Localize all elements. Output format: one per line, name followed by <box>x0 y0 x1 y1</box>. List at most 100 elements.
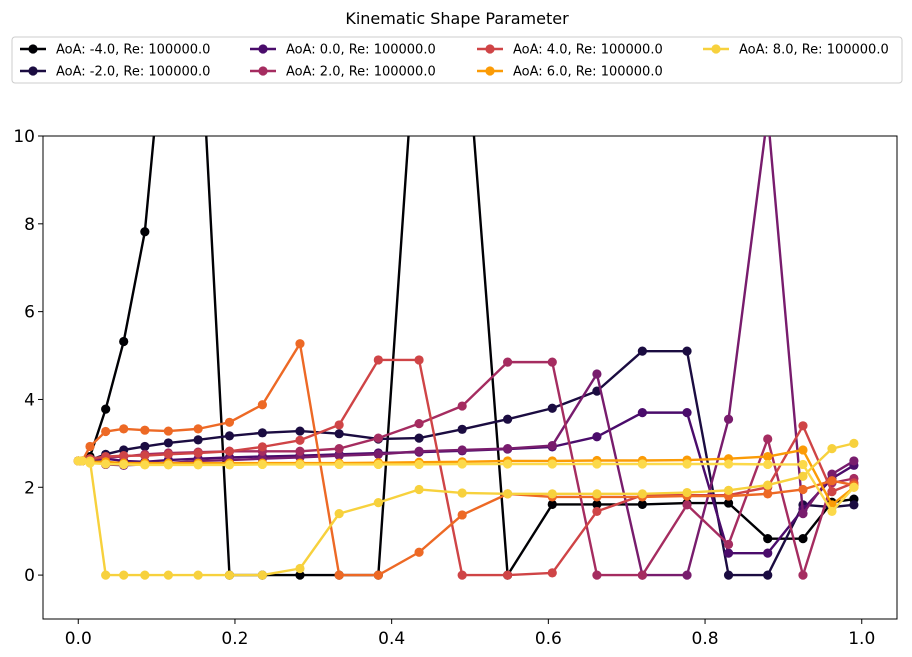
data-point <box>295 426 305 436</box>
data-point <box>140 460 150 470</box>
data-point <box>193 460 203 470</box>
x-tick-label: 0.6 <box>535 629 562 649</box>
data-point <box>101 570 111 580</box>
series-7 <box>73 445 859 510</box>
data-point <box>763 570 773 580</box>
data-point <box>373 433 383 443</box>
data-point <box>723 485 734 495</box>
data-point <box>547 489 557 499</box>
data-point <box>592 369 602 379</box>
data-point <box>723 414 734 424</box>
data-point <box>592 432 602 442</box>
data-point <box>798 484 808 495</box>
series-line <box>78 360 855 577</box>
data-point <box>637 459 647 469</box>
data-point <box>682 500 692 510</box>
x-tick-label: 0.4 <box>378 629 405 649</box>
legend-swatch-marker <box>485 66 495 76</box>
y-tick-label: 0 <box>24 566 35 586</box>
data-point <box>85 458 95 468</box>
data-point <box>723 548 734 558</box>
legend-swatch-marker <box>258 66 268 76</box>
data-point <box>295 570 305 580</box>
series-layer <box>73 136 859 580</box>
legend-swatch-marker <box>28 44 38 54</box>
data-point <box>763 451 773 462</box>
data-point <box>101 404 111 414</box>
legend-label: AoA: 2.0, Re: 100000.0 <box>286 65 436 80</box>
data-point <box>257 570 267 580</box>
data-point <box>224 460 235 470</box>
data-point <box>637 570 647 580</box>
data-point <box>224 417 235 427</box>
series-9 <box>73 456 859 517</box>
data-point <box>849 500 859 510</box>
data-point <box>295 435 305 445</box>
data-point <box>798 534 808 544</box>
data-point <box>763 459 773 470</box>
data-point <box>637 346 647 356</box>
data-point <box>414 484 424 495</box>
data-point <box>101 426 111 437</box>
data-point <box>547 357 557 367</box>
data-point <box>723 459 734 469</box>
legend: AoA: -4.0, Re: 100000.0 AoA: -2.0, Re: 10… <box>11 36 903 84</box>
legend-label: AoA: -2.0, Re: 100000.0 <box>56 65 210 80</box>
data-point <box>334 451 344 461</box>
data-point <box>140 425 150 435</box>
legend-item: AoA: -2.0, Re: 100000.0 <box>20 65 210 80</box>
data-point <box>547 459 557 469</box>
data-point <box>414 459 424 470</box>
data-point <box>682 459 692 469</box>
data-point <box>547 403 557 413</box>
data-point <box>637 499 647 509</box>
y-tick-label: 2 <box>24 478 35 498</box>
legend-box <box>11 36 903 84</box>
legend-swatch-marker <box>258 44 268 54</box>
y-tick-label: 6 <box>24 303 35 323</box>
data-point <box>163 460 173 470</box>
data-point <box>592 499 602 509</box>
legend-label: AoA: 4.0, Re: 100000.0 <box>513 43 663 58</box>
data-point <box>373 498 383 508</box>
data-point <box>798 459 808 470</box>
data-point <box>257 400 267 410</box>
data-point <box>77 456 87 466</box>
data-point <box>119 451 129 461</box>
legend-swatch-marker <box>28 66 38 76</box>
data-point <box>373 570 383 580</box>
data-point <box>723 498 734 508</box>
legend-label: AoA: 6.0, Re: 100000.0 <box>513 65 663 80</box>
data-point <box>503 444 513 454</box>
data-point <box>295 339 305 349</box>
data-point <box>119 570 129 580</box>
data-point <box>257 442 267 452</box>
data-point <box>414 419 424 429</box>
data-point <box>193 424 203 434</box>
data-point <box>140 227 150 237</box>
data-point <box>119 424 129 434</box>
data-point <box>85 441 95 452</box>
data-point <box>849 482 859 492</box>
data-point <box>334 509 344 519</box>
data-point <box>682 570 692 580</box>
data-point <box>763 548 773 558</box>
legend-item: AoA: 0.0, Re: 100000.0 <box>250 43 436 58</box>
data-point <box>723 539 734 549</box>
data-point <box>637 489 647 499</box>
legend-swatch-marker <box>711 44 721 54</box>
x-tick-label: 0.8 <box>692 629 719 649</box>
legend-label: AoA: 0.0, Re: 100000.0 <box>286 43 436 58</box>
data-point <box>193 448 203 458</box>
series-line <box>78 459 855 513</box>
data-point <box>373 355 383 365</box>
data-point <box>414 446 424 456</box>
data-point <box>193 570 203 580</box>
data-point <box>334 570 344 580</box>
data-point <box>163 438 173 448</box>
data-point <box>763 480 773 490</box>
data-point <box>723 570 734 580</box>
legend-item: AoA: 4.0, Re: 100000.0 <box>477 43 663 58</box>
data-point <box>101 459 111 469</box>
data-point <box>457 488 467 498</box>
